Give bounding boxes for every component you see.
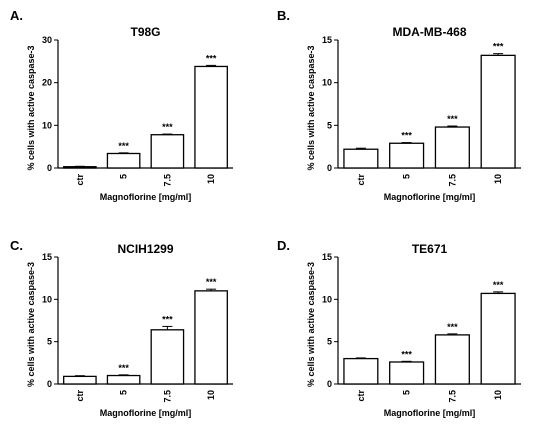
- x-axis-label: Magnoflorine [mg/ml]: [384, 192, 476, 202]
- y-axis-label: % cells with active caspase-3: [26, 262, 36, 387]
- y-axis-label: % cells with active caspase-3: [306, 45, 316, 170]
- x-axis-label: Magnoflorine [mg/ml]: [100, 408, 192, 418]
- chart-title: NCIH1299: [117, 242, 173, 256]
- x-tick-label: 5: [119, 390, 129, 395]
- significance-label: ***: [162, 314, 173, 324]
- bar: [389, 361, 425, 385]
- significance-label: ***: [447, 322, 458, 332]
- x-tick-label: 10: [493, 174, 503, 184]
- x-tick-label: 5: [402, 390, 412, 395]
- x-tick-label: 10: [493, 390, 503, 400]
- bar: [434, 334, 470, 385]
- bar: [194, 65, 228, 169]
- x-tick-label: ctr: [75, 174, 85, 186]
- bar: [480, 292, 516, 385]
- chart-title: MDA-MB-468: [392, 25, 466, 39]
- x-tick-label: 7.5: [162, 174, 172, 187]
- significance-label: ***: [493, 280, 504, 290]
- chart-panel: A. T98G 0 10 20 30 % cells with active caspase…: [10, 8, 233, 202]
- bar: [150, 134, 185, 169]
- bar: [480, 54, 516, 169]
- y-tick-label: 10: [42, 294, 52, 304]
- bar: [194, 290, 228, 385]
- significance-label: ***: [206, 53, 217, 63]
- x-axis-label: Magnoflorine [mg/ml]: [100, 192, 192, 202]
- x-tick-label: 10: [206, 174, 216, 184]
- x-tick-label: ctr: [356, 390, 366, 402]
- y-tick-label: 10: [322, 294, 332, 304]
- panel-letter: D.: [277, 238, 290, 253]
- significance-label: ***: [401, 349, 412, 359]
- x-tick-label: 7.5: [447, 174, 457, 187]
- bar: [343, 357, 379, 385]
- y-tick-label: 5: [327, 120, 332, 130]
- x-tick-label: 5: [402, 174, 412, 179]
- x-tick-label: 7.5: [162, 390, 172, 403]
- chart-title: T98G: [130, 25, 160, 39]
- y-tick-label: 15: [322, 252, 332, 262]
- bar: [343, 148, 379, 169]
- bar: [150, 329, 185, 385]
- y-tick-label: 15: [322, 35, 332, 45]
- y-tick-label: 0: [47, 379, 52, 389]
- x-axis-label: Magnoflorine [mg/ml]: [384, 408, 476, 418]
- panel-letter: A.: [10, 8, 23, 23]
- chart-panel: B. MDA-MB-468 0 5 10 15 % cells with active ca…: [277, 8, 521, 202]
- significance-label: ***: [493, 42, 504, 52]
- panel-letter: B.: [277, 8, 290, 23]
- bar: [389, 142, 425, 169]
- y-tick-label: 5: [47, 337, 52, 347]
- significance-label: ***: [206, 277, 217, 287]
- y-tick-label: 0: [327, 163, 332, 173]
- x-tick-label: 10: [206, 390, 216, 400]
- x-tick-label: 5: [119, 174, 129, 179]
- panel-letter: C.: [10, 238, 23, 253]
- bar: [63, 375, 97, 385]
- y-tick-label: 0: [327, 379, 332, 389]
- x-tick-label: 7.5: [447, 390, 457, 403]
- y-tick-label: 15: [42, 252, 52, 262]
- significance-label: ***: [401, 131, 412, 141]
- chart-panel: C. NCIH1299 0 5 10 15 % cells with active casp…: [10, 238, 233, 418]
- significance-label: ***: [118, 141, 129, 151]
- x-tick-label: ctr: [75, 390, 85, 402]
- chart-title: TE671: [412, 242, 448, 256]
- y-tick-label: 10: [322, 78, 332, 88]
- y-axis-label: % cells with active caspase-3: [26, 45, 36, 170]
- y-tick-label: 0: [47, 163, 52, 173]
- bar: [434, 126, 470, 169]
- chart-panel: D. TE671 0 5 10 15 % cells with active caspase…: [277, 238, 521, 418]
- y-axis-label: % cells with active caspase-3: [306, 262, 316, 387]
- y-tick-label: 30: [42, 35, 52, 45]
- significance-label: ***: [118, 363, 129, 373]
- x-tick-label: ctr: [356, 174, 366, 186]
- significance-label: ***: [447, 114, 458, 124]
- bar: [106, 152, 141, 169]
- y-tick-label: 5: [327, 337, 332, 347]
- bar: [106, 374, 141, 385]
- y-tick-label: 20: [42, 78, 52, 88]
- y-tick-label: 10: [42, 120, 52, 130]
- significance-label: ***: [162, 122, 173, 132]
- bar: [63, 166, 97, 169]
